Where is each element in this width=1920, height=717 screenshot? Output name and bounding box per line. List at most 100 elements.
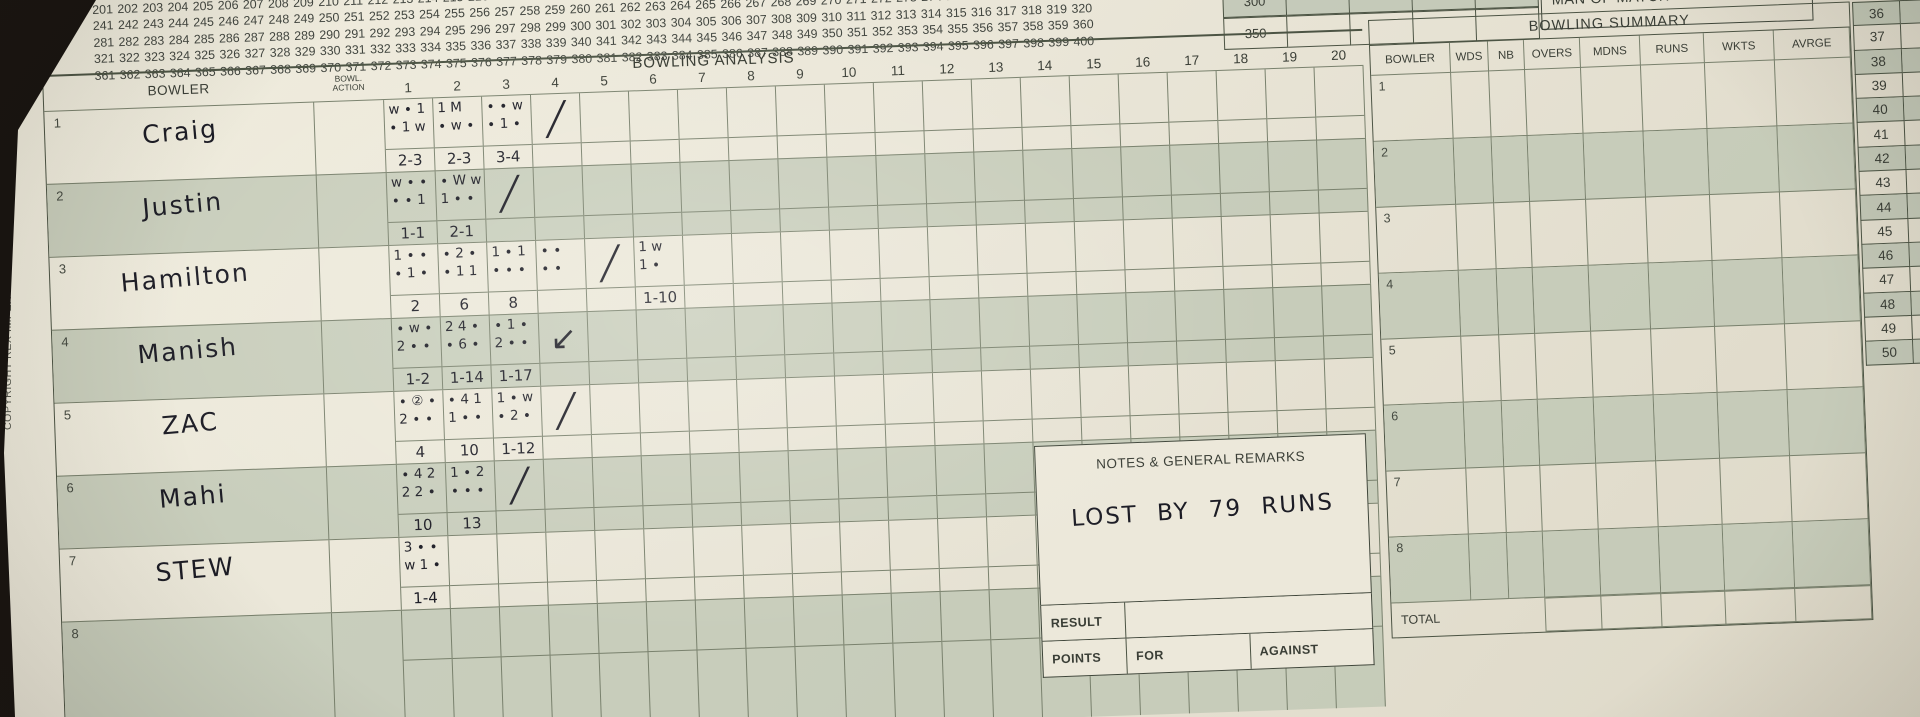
- over-cumulative-tally: [631, 140, 680, 164]
- over-cell: [499, 605, 554, 717]
- over-ball-marks: [981, 369, 1032, 422]
- over-ball-marks: [497, 532, 548, 585]
- bowl-action-cell: [324, 391, 397, 467]
- over-ball-marks: ∙ 1 ∙ 2 ∙ ∙: [489, 313, 540, 366]
- over-cumulative-tally: [1030, 345, 1079, 369]
- over-ball-marks: [729, 159, 780, 212]
- over-cell: [979, 296, 1031, 371]
- bowler-row-number: 8: [71, 626, 80, 642]
- over-ball-marks: [842, 593, 893, 646]
- over-cumulative-tally: [891, 569, 940, 593]
- over-cumulative-tally: [1326, 408, 1375, 432]
- over-cell: ∙ w ∙ 2 ∙ ∙ 1-2: [391, 317, 444, 391]
- strip-blank-cell: [1899, 0, 1920, 25]
- over-cell: [590, 383, 642, 458]
- over-cell: [1025, 222, 1078, 296]
- over-cumulative-tally: [1316, 116, 1365, 140]
- over-ball-marks: w ∙ ∙ ∙ ∙ 1: [386, 171, 437, 224]
- over-cumulative-tally: [746, 647, 797, 717]
- over-ball-marks: [450, 607, 501, 660]
- over-cumulative-tally: [942, 640, 993, 717]
- over-ball-marks: [989, 588, 1040, 641]
- over-cell: [793, 595, 848, 717]
- over-ball-marks: [592, 456, 643, 508]
- over-ball-marks: [595, 529, 645, 581]
- summary-cell: [1712, 258, 1785, 327]
- over-header-5: 5: [600, 73, 609, 89]
- strip-blank-cell: [1908, 215, 1920, 243]
- bowl-action-cell: [316, 173, 390, 248]
- total-value-cell: [1601, 593, 1663, 630]
- over-header-12: 12: [939, 61, 955, 77]
- over-ball-marks: [971, 77, 1022, 130]
- strip-row-37: 37: [1852, 21, 1920, 51]
- over-ball-marks: [791, 522, 841, 575]
- strip-number: 37: [1852, 24, 1902, 51]
- over-cell: 1 ∙ 2 ∙ ∙ ∙ 13: [445, 461, 498, 536]
- summary-cell: [1580, 65, 1644, 134]
- over-cell: [925, 152, 977, 227]
- over-cell: [938, 517, 990, 591]
- over-cumulative-tally: [1172, 194, 1221, 218]
- bowler-name-cell: 7 STEW: [59, 540, 332, 622]
- over-cell: [631, 162, 683, 237]
- over-cumulative-tally: [937, 494, 986, 518]
- summary-row-number: 5: [1388, 343, 1396, 358]
- strip-number: 43: [1858, 170, 1908, 197]
- over-cumulative-tally: [981, 347, 1030, 371]
- over-ball-marks: [1265, 67, 1316, 120]
- over-cumulative-tally: [842, 571, 891, 595]
- summary-cell: [1525, 67, 1584, 136]
- over-cumulative-tally: [1071, 124, 1120, 148]
- over-ball-marks: [783, 303, 834, 356]
- over-ball-marks: [636, 308, 687, 361]
- over-cumulative-tally: 10: [459, 440, 480, 460]
- over-cell: [731, 232, 784, 306]
- summary-cell: [1532, 265, 1592, 334]
- summary-cell: [1792, 519, 1872, 589]
- summary-cell: [1458, 269, 1500, 337]
- over-cumulative-tally: [839, 498, 888, 522]
- over-ball-marks: [837, 447, 888, 500]
- over-cell: [876, 154, 928, 228]
- over-cumulative-tally: [1131, 415, 1180, 439]
- over-cumulative-tally: [1272, 264, 1321, 288]
- over-header-10: 10: [841, 64, 857, 81]
- over-cell: [579, 91, 632, 166]
- over-ball-marks: [695, 598, 746, 651]
- over-cumulative-tally: [1221, 192, 1270, 216]
- summary-cell: [1777, 123, 1856, 193]
- over-ball-marks: [742, 524, 792, 576]
- summary-cell: [1722, 522, 1796, 591]
- strip-blank-cell: [1910, 264, 1920, 292]
- bowler-row-number: 1: [53, 115, 62, 131]
- bowler-row-number: 7: [68, 553, 77, 569]
- over-ball-marks: ∙ W w 1 ∙ ∙: [435, 169, 486, 222]
- over-cumulative-tally: [697, 649, 748, 717]
- over-ball-marks: ↙: [538, 312, 589, 364]
- bowl-action-cell: [314, 100, 387, 175]
- over-ball-marks: [938, 517, 988, 569]
- over-ball-marks: 1 M ∙ w ∙: [433, 96, 483, 149]
- over-cell: [1175, 289, 1227, 364]
- over-cell: [682, 234, 735, 308]
- over-cumulative-tally: [1077, 270, 1126, 294]
- over-ball-marks: 1 ∙ ∙ ∙ 1 ∙: [389, 244, 439, 296]
- over-ball-marks: [1172, 216, 1223, 269]
- summary-cell: [1787, 387, 1866, 457]
- over-cell: w ∙ 1 ∙ 1 w 2-3: [384, 98, 436, 173]
- over-ball-marks: ∙ 4 1 1 ∙ ∙: [443, 388, 493, 441]
- over-cell: [1020, 76, 1073, 150]
- strip-number: 49: [1864, 315, 1914, 342]
- over-cell: [401, 609, 456, 717]
- strip-row-39: 39: [1854, 70, 1920, 100]
- over-cell: [1273, 286, 1325, 361]
- over-cell: [1319, 211, 1372, 286]
- bowler-name: Mahi: [157, 479, 228, 514]
- summary-col-header-wds: WDS: [1449, 41, 1490, 73]
- over-cumulative-tally: [788, 427, 837, 451]
- strip-number: 36: [1852, 0, 1901, 27]
- strip-number: 39: [1854, 72, 1904, 100]
- summary-cell: [1704, 60, 1778, 130]
- bowling-summary-table: BOWLING SUMMARY BOWLER WDS NB OVERS MDNS RUNS…: [1368, 1, 1874, 639]
